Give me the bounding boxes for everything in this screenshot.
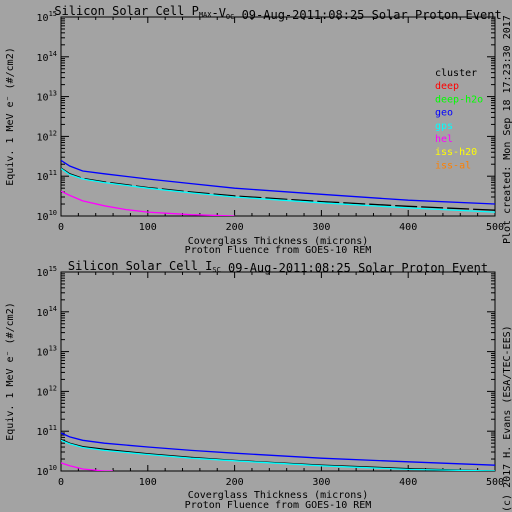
legend-item-hel: hel [435,134,453,145]
legend-item-deep: deep [435,81,459,92]
plot-created-text: Plot created: Mon Sep 18 17:23:30 2017 [502,15,512,244]
series-line-cluster [61,167,495,211]
legend-item-deep-h2o: deep-h2o [435,94,483,105]
series-line-hel [61,190,235,216]
x-tick-label: 300 [312,477,330,488]
chart-title-part: 09-Aug-2011:08:25 Solar Proton Event [234,8,501,22]
plot-frame [60,271,496,472]
chart-title-part: SC [212,266,220,274]
y-tick-label: 1014 [37,50,57,64]
x-tick-label: 100 [139,222,157,233]
x-tick-label: 500 [486,222,504,233]
y-tick-label: 1012 [37,129,57,143]
y-tick-label: 1011 [37,424,57,438]
series-line-gps [61,439,495,471]
x-tick-label: 0 [58,477,64,488]
chart-title-part: -V [211,6,225,20]
chart-title-part: Silicon Solar Cell I [68,259,213,273]
y-tick-label: 1013 [37,90,57,104]
x-tick-label: 400 [399,222,417,233]
chart-title: Silicon Solar Cell PMAX-VOC 09-Aug-2011:… [54,4,501,22]
chart-title-part: MAX [199,11,212,19]
y-tick-label: 1011 [37,169,57,183]
y-axis-label: Equiv. 1 MeV e⁻ (#/cm2) [5,302,16,440]
legend-item-cluster: cluster [435,68,477,79]
y-tick-label: 1015 [37,265,57,279]
plot-frame [60,16,496,217]
legend-item-geo: geo [435,108,453,119]
chart-subtitle: Proton Fluence from GOES-10 REM [185,500,372,511]
credit-text: (c) 2017 H. Evans (ESA/TEC-EES) [502,325,512,512]
x-axis-label: Coverglass Thickness (microns) [188,490,369,501]
legend-item-gps: gps [435,121,453,132]
series-line-geo [61,432,495,466]
x-tick-label: 200 [226,222,244,233]
series-line-hel [61,462,114,471]
series-line-cluster [61,438,495,471]
series-line-geo [61,159,495,205]
y-tick-label: 1014 [37,305,57,319]
y-tick-label: 1013 [37,345,57,359]
x-tick-label: 0 [58,222,64,233]
chart-panel-bottom: Silicon Solar Cell ISC 09-Aug-2011:08:25… [5,259,504,511]
y-axis-label: Equiv. 1 MeV e⁻ (#/cm2) [5,47,16,185]
y-tick-label: 1015 [37,10,57,24]
chart-title-part: 09-Aug-2011:08:25 Solar Proton Event [221,261,488,275]
x-tick-label: 300 [312,222,330,233]
y-tick-label: 1010 [37,209,57,223]
chart-title-part: Silicon Solar Cell P [54,4,199,18]
chart-subtitle: Proton Fluence from GOES-10 REM [185,245,372,256]
legend-item-iss-h20: iss-h20 [435,147,477,158]
x-axis-label: Coverglass Thickness (microns) [188,236,369,247]
x-tick-label: 200 [226,477,244,488]
chart-panel-top: Silicon Solar Cell PMAX-VOC 09-Aug-2011:… [5,4,504,256]
x-tick-label: 500 [486,477,504,488]
series-line-gps [61,168,495,213]
x-tick-label: 400 [399,477,417,488]
y-tick-label: 1010 [37,464,57,478]
y-tick-label: 1012 [37,384,57,398]
legend-item-iss-al: iss-al [435,160,471,171]
x-tick-label: 100 [139,477,157,488]
